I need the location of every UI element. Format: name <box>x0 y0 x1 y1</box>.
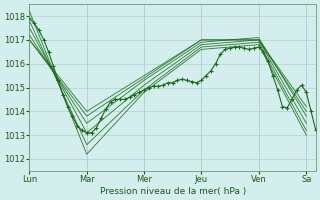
X-axis label: Pression niveau de la mer( hPa ): Pression niveau de la mer( hPa ) <box>100 187 246 196</box>
